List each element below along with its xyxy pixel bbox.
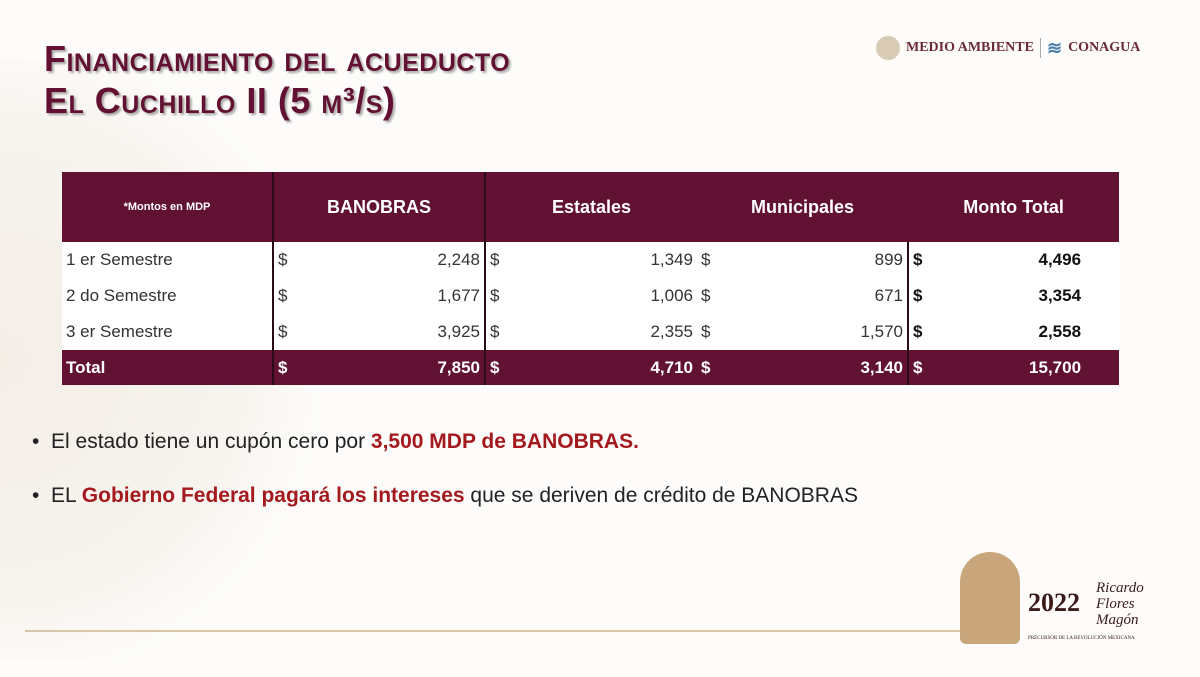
table-header: *Montos en MDP BANOBRAS Estatales Munici…: [62, 172, 1120, 242]
header-banobras: BANOBRAS: [273, 172, 487, 242]
cell-municipales: 1,570: [860, 322, 904, 341]
header-monto-total: Monto Total: [963, 196, 1064, 217]
bullet-text: El estado tiene un cupón cero por: [51, 430, 371, 453]
header-municipales: Municipales: [751, 196, 855, 217]
row-label: 3 er Semestre: [66, 322, 173, 341]
bullet-text: que se deriven de crédito de BANOBRAS: [464, 484, 858, 507]
cell-total: 15,700: [1029, 357, 1082, 377]
cell-estatales: 1,006: [650, 286, 694, 305]
currency-symbol: $: [484, 242, 504, 278]
row-label: Total: [66, 357, 106, 377]
flores-magon-2022-emblem: 2022 Ricardo Flores Magón PRECURSOR DE L…: [956, 552, 1161, 647]
emblem-name: Ricardo Flores Magón: [1096, 580, 1144, 628]
currency-symbol: $: [484, 278, 504, 314]
currency-symbol: $: [701, 250, 711, 269]
bullet-item: • El estado tiene un cupón cero por 3,50…: [32, 430, 639, 453]
title-line-1: Financiamiento del acueducto: [44, 38, 511, 79]
header-logos: MEDIO AMBIENTE ≋ CONAGUA: [876, 36, 1166, 60]
cell-estatales: 1,349: [650, 250, 694, 269]
cell-municipales: 3,140: [860, 357, 904, 377]
mexico-seal-icon: [876, 36, 900, 60]
financing-table: *Montos en MDP BANOBRAS Estatales Munici…: [62, 172, 1120, 385]
currency-symbol: $: [907, 350, 931, 385]
portrait-image: [960, 552, 1020, 644]
total-row: Total $7,850 $4,710 $3,140 $15,700: [62, 350, 1120, 385]
logo-divider: [1039, 38, 1041, 58]
currency-symbol: $: [701, 286, 711, 305]
bullet-item: • EL Gobierno Federal pagará los interes…: [32, 484, 858, 507]
table-row: 2 do Semestre $1,677 $1,006 $671 $3,354: [62, 278, 1120, 314]
bullet-text: EL: [51, 484, 82, 507]
header-estatales: Estatales: [551, 196, 632, 217]
currency-symbol: $: [484, 314, 504, 350]
footer-divider: [25, 630, 975, 632]
table-row: 3 er Semestre $3,925 $2,355 $1,570 $2,558: [62, 314, 1120, 350]
page-title: Financiamiento del acueducto El Cuchillo…: [44, 38, 510, 122]
currency-symbol: $: [907, 278, 931, 314]
cell-banobras: 7,850: [437, 357, 481, 377]
cell-estatales: 2,355: [650, 322, 694, 341]
emblem-year: 2022: [1028, 588, 1080, 617]
cell-total: 3,354: [1038, 286, 1082, 305]
cell-banobras: 3,925: [437, 322, 481, 341]
currency-symbol: $: [272, 278, 291, 314]
bullet-highlight: Gobierno Federal pagará los intereses: [81, 484, 465, 507]
bullet-highlight: 3,500 MDP de BANOBRAS.: [370, 430, 639, 453]
bullet-list: • El estado tiene un cupón cero por 3,50…: [32, 430, 1132, 538]
currency-symbol: $: [272, 242, 291, 278]
cell-banobras: 2,248: [437, 250, 481, 269]
medio-ambiente-logo: MEDIO AMBIENTE: [906, 40, 1034, 55]
title-line-2: El Cuchillo II (5 m³/s): [44, 80, 396, 121]
emblem-subtitle: PRECURSOR DE LA REVOLUCIÓN MEXICANA: [1028, 636, 1135, 641]
cell-municipales: 671: [874, 286, 904, 305]
cell-estatales: 4,710: [650, 357, 694, 377]
cell-total: 2,558: [1038, 322, 1082, 341]
conagua-wave-icon: ≋: [1046, 37, 1063, 58]
conagua-logo: CONAGUA: [1068, 40, 1141, 55]
currency-symbol: $: [701, 357, 711, 377]
currency-symbol: $: [272, 314, 291, 350]
currency-symbol: $: [701, 322, 711, 341]
currency-symbol: $: [272, 350, 291, 385]
row-label: 2 do Semestre: [66, 286, 177, 305]
cell-total: 4,496: [1038, 250, 1082, 269]
currency-symbol: $: [907, 242, 931, 278]
cell-banobras: 1,677: [437, 286, 481, 305]
cell-municipales: 899: [874, 250, 904, 269]
table-row: 1 er Semestre $2,248 $1,349 $899 $4,496: [62, 242, 1120, 278]
currency-symbol: $: [484, 350, 504, 385]
row-label: 1 er Semestre: [66, 250, 173, 269]
currency-symbol: $: [907, 314, 931, 350]
header-note: *Montos en MDP: [62, 172, 274, 242]
